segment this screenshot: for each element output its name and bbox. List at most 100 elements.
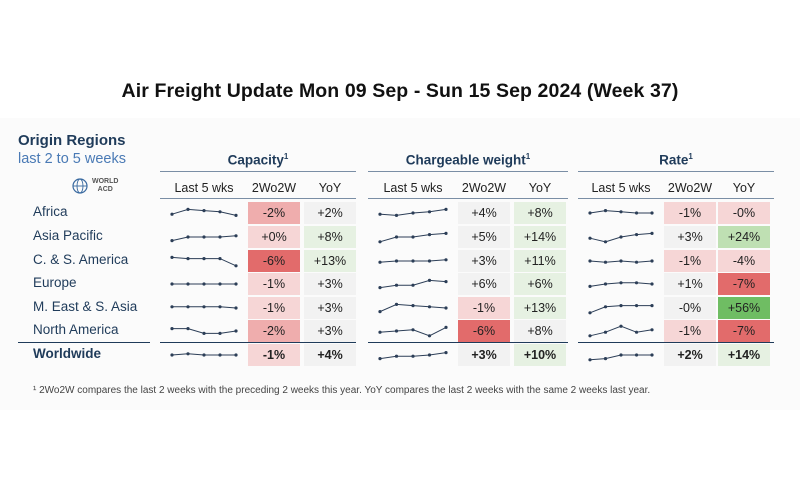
group-divider — [578, 198, 774, 199]
sparkline-point — [170, 327, 174, 331]
sparkline-point — [218, 353, 222, 357]
cell-rate-yoy: -7% — [718, 320, 770, 342]
subheader-spark: Last 5 wks — [383, 181, 443, 195]
sparkline-point — [234, 264, 238, 268]
sparkline-rate — [588, 281, 654, 288]
cell-rate-2wo2w: -0% — [664, 297, 716, 319]
sparkline-point — [588, 211, 592, 215]
sparkline-capacity — [170, 327, 238, 335]
sparkline-point — [378, 212, 382, 216]
cell-cw-yoy: +14% — [514, 226, 566, 248]
sparkline-point — [218, 331, 222, 335]
sparkline-cw — [378, 258, 448, 264]
sparkline-point — [444, 258, 448, 262]
cell-capacity-yoy: +2% — [304, 202, 356, 224]
cell-cw-yoy: +10% — [514, 344, 566, 366]
sparkline-point — [234, 353, 238, 357]
sparkline-point — [634, 233, 639, 237]
cell-capacity-yoy: +3% — [304, 297, 356, 319]
sparkline-point — [427, 278, 432, 282]
sparkline-point — [619, 304, 623, 308]
worldwide-divider — [160, 342, 356, 343]
row-label: Africa — [33, 204, 68, 219]
sparkline-cw — [378, 278, 448, 290]
subheader-w2: 2Wo2W — [251, 181, 297, 195]
sparkline-point — [603, 357, 608, 361]
group-header-label: Capacity — [227, 152, 284, 168]
sparkline-point — [186, 327, 190, 331]
sparkline-point — [603, 209, 608, 213]
cell-rate-yoy: -7% — [718, 273, 770, 295]
cell-capacity-2wo2w: +0% — [248, 226, 300, 248]
cell-cw-2wo2w: -6% — [458, 320, 510, 342]
sparkline-point — [634, 330, 639, 334]
sparkline-point — [650, 231, 654, 235]
sparkline-point — [378, 260, 382, 264]
sparkline-cw — [378, 351, 448, 361]
sparkline-point — [394, 354, 399, 358]
sparkline-point — [588, 358, 592, 362]
cell-rate-2wo2w: -1% — [664, 202, 716, 224]
logo-line-1: WORLD — [92, 178, 119, 185]
sparkline-point — [427, 353, 432, 357]
sparkline-cw — [378, 231, 448, 244]
cell-capacity-2wo2w: -2% — [248, 320, 300, 342]
sparkline-point — [202, 331, 206, 335]
sparkline-point — [202, 353, 206, 357]
footnote-marker: 1 — [525, 152, 531, 161]
sparkline-point — [588, 284, 592, 288]
row-label: M. East & S. Asia — [33, 299, 138, 314]
sparkline-point — [234, 234, 238, 238]
cell-capacity-2wo2w: -6% — [248, 250, 300, 272]
sparkline-point — [378, 330, 382, 334]
sparkline-point — [603, 282, 608, 286]
page-title: Air Freight Update Mon 09 Sep - Sun 15 S… — [121, 80, 679, 102]
cell-cw-2wo2w: +3% — [458, 344, 510, 366]
cell-rate-yoy: -4% — [718, 250, 770, 272]
cell-cw-yoy: +11% — [514, 250, 566, 272]
sparkline-point — [427, 210, 432, 214]
sparkline-point — [170, 212, 174, 216]
footnote: ¹ 2Wo2W compares the last 2 weeks with t… — [33, 385, 651, 396]
sparkline-point — [588, 311, 592, 315]
sparkline-point — [444, 207, 448, 211]
sparkline-point — [634, 260, 639, 264]
group-header-cw: Chargeable weight1 — [368, 152, 568, 172]
sparkline-rate — [588, 324, 654, 338]
sparkline-rate — [588, 231, 654, 244]
group-divider — [368, 198, 568, 199]
subheader-yoy: YoY — [318, 181, 342, 195]
sparkline-point — [202, 235, 206, 239]
sparkline-point — [588, 259, 592, 263]
cell-capacity-2wo2w: -2% — [248, 202, 300, 224]
sparkline-point — [427, 305, 432, 309]
cell-rate-yoy: +56% — [718, 297, 770, 319]
subheader-spark: Last 5 wks — [591, 181, 651, 195]
subheader-spark: Last 5 wks — [174, 181, 234, 195]
sparkline-point — [634, 304, 639, 308]
cell-capacity-yoy: +3% — [304, 320, 356, 342]
sparkline-point — [378, 310, 382, 314]
sparkline-point — [650, 259, 654, 263]
sparkline-point — [234, 306, 238, 310]
sparkline-rate — [588, 259, 654, 264]
cell-cw-2wo2w: +6% — [458, 273, 510, 295]
worldwide-divider — [368, 342, 568, 343]
sparkline-point — [588, 236, 592, 240]
sparkline-point — [411, 211, 415, 215]
cell-rate-2wo2w: +2% — [664, 344, 716, 366]
group-header-rate: Rate1 — [578, 152, 774, 172]
cell-cw-yoy: +8% — [514, 202, 566, 224]
sparkline-point — [394, 302, 399, 306]
origin-regions-subtitle: last 2 to 5 weeks — [18, 151, 126, 167]
cell-rate-yoy: -0% — [718, 202, 770, 224]
row-label: Worldwide — [33, 346, 102, 361]
sparkline-point — [634, 281, 639, 285]
row-label: C. & S. America — [33, 252, 129, 267]
sparkline-point — [234, 213, 238, 217]
cell-cw-yoy: +13% — [514, 297, 566, 319]
sparkline-point — [394, 259, 399, 263]
cell-capacity-2wo2w: -1% — [248, 344, 300, 366]
sparkline-point — [170, 305, 174, 309]
footnote-marker: 1 — [688, 152, 693, 161]
